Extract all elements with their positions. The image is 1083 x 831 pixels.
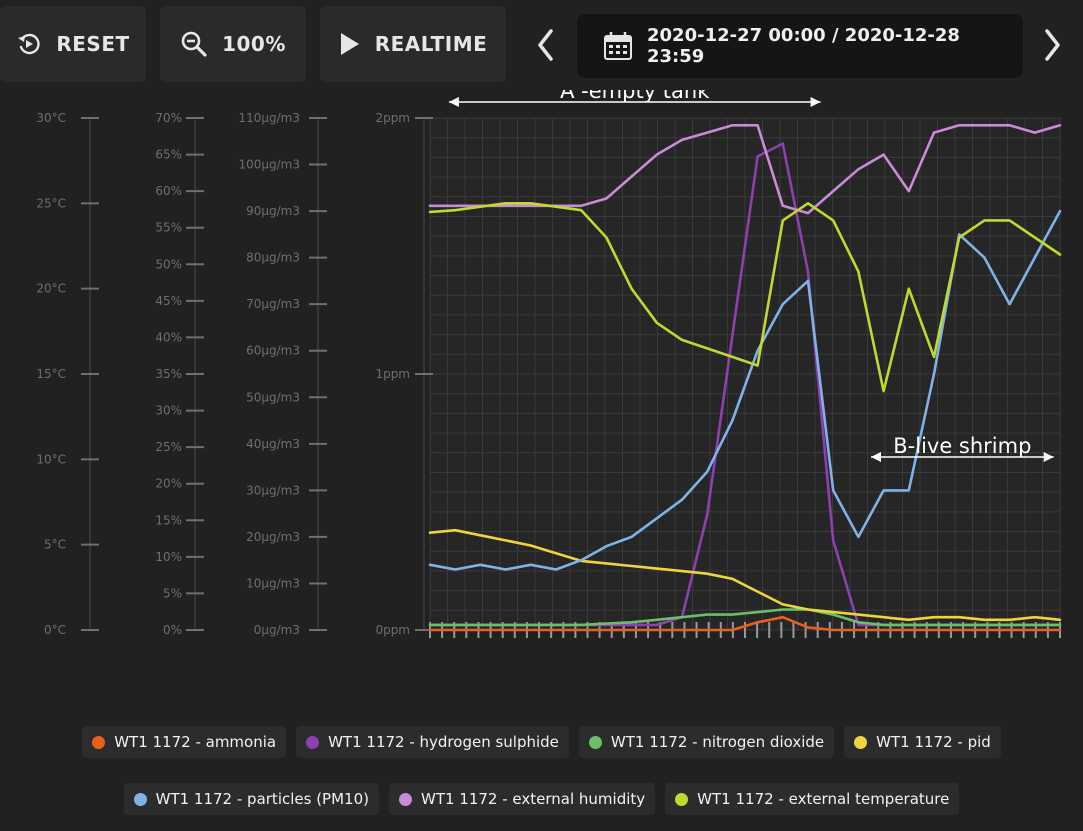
annotation-label: B-live shrimp [893, 434, 1031, 458]
axis-tick-label: 10% [155, 550, 182, 564]
date-range-text: 2020-12-27 00:00 / 2020-12-28 23:59 [647, 25, 960, 67]
next-range-button[interactable] [1034, 20, 1070, 70]
axis-tick-label: 80µg/m3 [246, 251, 300, 265]
legend-item[interactable]: WT1 1172 - nitrogen dioxide [578, 726, 835, 758]
axis-tick-label: 1ppm [375, 367, 410, 381]
axis-tick-label: 0% [163, 623, 182, 637]
axis-tick-label: 70% [155, 111, 182, 125]
legend-swatch [306, 735, 320, 749]
axis-tick-label: 100µg/m3 [238, 158, 300, 172]
legend-label: WT1 1172 - external humidity [421, 790, 646, 808]
axis-tick-label: 10°C [36, 452, 66, 466]
axis-tick-label: 60% [155, 184, 182, 198]
annotation-arrowhead [448, 97, 459, 107]
legend-item[interactable]: WT1 1172 - particles (PM10) [123, 783, 379, 815]
legend-label: WT1 1172 - particles (PM10) [155, 790, 369, 808]
axis-tick-label: 25°C [36, 196, 66, 210]
axis-tick-label: 50µg/m3 [246, 390, 300, 404]
legend-swatch [399, 792, 412, 806]
legend-item[interactable]: WT1 1172 - ammonia [82, 726, 287, 758]
legend-label: WT1 1172 - external temperature [697, 790, 950, 808]
axis-tick-label: 15% [155, 513, 182, 527]
legend-item[interactable]: WT1 1172 - external temperature [665, 783, 960, 815]
legend-swatch [588, 735, 602, 749]
axis-tick-label: 30°C [36, 111, 66, 125]
annotation-arrowhead [871, 452, 881, 462]
axis-tick-label: 0°C [44, 623, 66, 637]
axis-tick-label: 15°C [36, 367, 66, 381]
chevron-left-icon [538, 29, 553, 61]
axis-tick-label: 40% [155, 330, 182, 344]
legend-item[interactable]: WT1 1172 - pid [844, 726, 1001, 758]
axis-tick-label: 60µg/m3 [246, 344, 300, 358]
axis-tick-label: 5°C [44, 538, 66, 552]
axis-tick-label: 30µg/m3 [246, 483, 300, 497]
axis-tick-label: 0ppm [375, 623, 410, 637]
reset-icon [16, 31, 42, 57]
axis-tick-label: 110µg/m3 [238, 111, 300, 125]
axis-tick-label: 35% [155, 367, 182, 381]
legend-item[interactable]: WT1 1172 - hydrogen sulphide [296, 726, 569, 758]
reset-button[interactable]: RESET [0, 6, 146, 82]
annotation-label: A -empty tank [560, 90, 710, 103]
legend-label: WT1 1172 - pid [876, 733, 991, 751]
axis-tick-label: 10µg/m3 [246, 576, 300, 590]
series-line [428, 202, 1062, 393]
toolbar: RESET 100% REALTIME [0, 0, 1083, 90]
chevron-right-icon [1045, 29, 1060, 61]
legend-label: WT1 1172 - ammonia [114, 733, 277, 751]
axis-tick-label: 45% [155, 294, 182, 308]
play-icon [339, 32, 361, 56]
axis-tick-label: 65% [155, 148, 182, 162]
axis-tick-label: 5% [163, 586, 182, 600]
realtime-label: REALTIME [374, 32, 488, 56]
series-line [428, 123, 1062, 215]
zoom-button[interactable]: 100% [160, 6, 306, 82]
axis-tick-label: 20% [155, 477, 182, 491]
axis-tick-label: 2ppm [375, 111, 410, 125]
axis-tick-label: 20°C [36, 282, 66, 296]
legend-swatch [854, 735, 868, 749]
legend-row: WT1 1172 - particles (PM10) WT1 1172 - ex… [0, 783, 1083, 815]
axis-tick-label: 25% [155, 440, 182, 454]
zoom-out-icon [180, 30, 208, 58]
legend-row: WT1 1172 - ammonia WT1 1172 - hydrogen su… [0, 726, 1083, 758]
axis-tick-label: 50% [155, 257, 182, 271]
axis-tick-label: 0µg/m3 [254, 623, 300, 637]
realtime-button[interactable]: REALTIME [320, 6, 506, 82]
previous-range-button[interactable] [528, 20, 564, 70]
series-line [428, 608, 1062, 627]
sensor-chart: 0°C 5°C 10°C 15°C 20°C 25°C 30°C 0% 5% 10% 15% 20% 2… [36, 90, 1062, 638]
axis-tick-label: 20µg/m3 [246, 530, 300, 544]
legend-label: WT1 1172 - nitrogen dioxide [610, 733, 825, 751]
legend-swatch [92, 735, 106, 749]
date-range-picker[interactable]: 2020-12-27 00:00 / 2020-12-28 23:59 [577, 14, 1023, 78]
axis-tick-label: 30% [155, 404, 182, 418]
zoom-label: 100% [222, 32, 286, 56]
axis-tick-label: 70µg/m3 [246, 297, 300, 311]
axis-tick-label: 90µg/m3 [246, 204, 300, 218]
axis-tick-label: 55% [155, 221, 182, 235]
legend-swatch [133, 792, 147, 806]
axis-tick-label: 40µg/m3 [246, 437, 300, 451]
legend-swatch [675, 792, 689, 806]
legend-item[interactable]: WT1 1172 - external humidity [389, 783, 656, 815]
calendar-icon [603, 31, 633, 61]
series-line [428, 615, 1062, 632]
reset-label: RESET [56, 32, 130, 56]
annotation-arrowhead [1043, 452, 1054, 462]
series-line [428, 528, 1062, 622]
legend-label: WT1 1172 - hydrogen sulphide [328, 733, 559, 751]
annotation-arrowhead [810, 97, 821, 107]
